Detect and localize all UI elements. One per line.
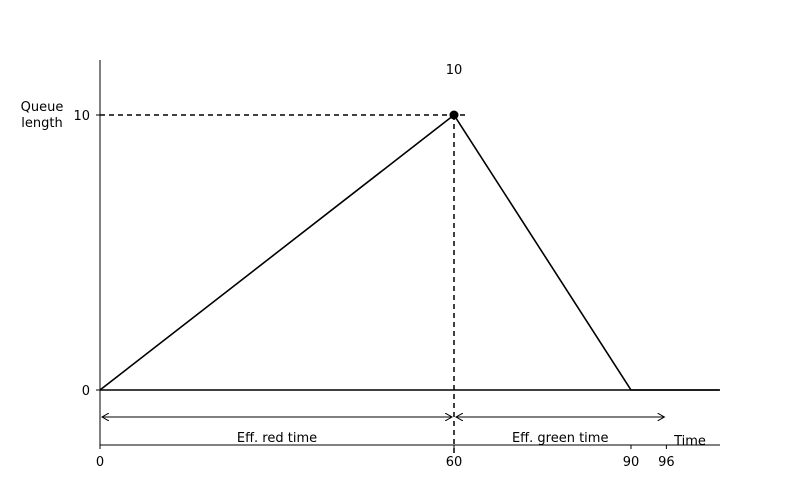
queue-length-series-line <box>99 113 720 391</box>
labels-layer: Queue length Time 10 <box>21 63 706 449</box>
x-tick-label: 60 <box>446 455 463 470</box>
peak-value-label: 10 <box>446 63 463 78</box>
x-axis-label: Time <box>673 434 706 449</box>
x-tick-label: 0 <box>96 455 104 470</box>
y-axis-label-line1: Queue <box>21 100 64 115</box>
span-arrows-layer: Eff. red time Eff. green time <box>102 417 664 446</box>
span-label-red: Eff. red time <box>237 431 317 446</box>
reference-lines-layer <box>100 114 466 457</box>
y-tick-label: 0 <box>82 384 90 399</box>
y-axis-label-line2: length <box>21 116 62 131</box>
series-layer <box>99 110 720 391</box>
x-tick-label: 96 <box>658 455 675 470</box>
x-tick-label: 90 <box>623 455 640 470</box>
axes-layer: 0 10 0 60 90 96 <box>73 60 720 470</box>
span-label-green: Eff. green time <box>512 431 608 446</box>
peak-point-marker <box>449 110 459 120</box>
y-tick-label: 10 <box>73 109 90 124</box>
